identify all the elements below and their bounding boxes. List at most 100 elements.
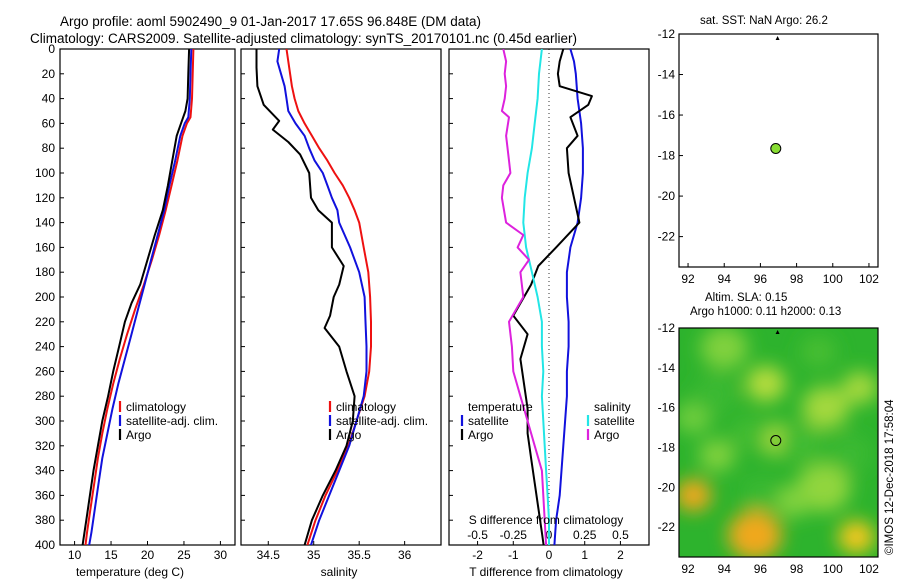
depth-tick-label: 240	[35, 340, 55, 354]
map-x-tick-label: 98	[790, 272, 804, 286]
legend-label-s-satellite: satellite	[594, 414, 635, 428]
sla-map-title-1: Altim. SLA: 0.15	[705, 292, 787, 304]
float-position-marker	[770, 142, 782, 154]
salinity-xlabel: salinity	[321, 565, 358, 579]
temperature-lines	[81, 49, 195, 545]
salinity-x-tick-label: 35	[307, 548, 321, 562]
legend-label-s-argo: Argo	[594, 428, 620, 442]
depth-tick-label: 400	[35, 538, 55, 552]
title-line-1: Argo profile: aoml 5902490_9 01-Jan-2017…	[60, 14, 481, 29]
sla-blob	[698, 439, 736, 472]
depth-tick-label: 20	[42, 67, 56, 81]
depth-tick-label: 120	[35, 191, 55, 205]
difference-x2-tick-label: 0.25	[573, 528, 597, 542]
map-x-tick-label: 98	[790, 562, 804, 576]
difference-x-tick-label: -1	[508, 548, 519, 562]
map-y-tick-label: -12	[658, 321, 676, 335]
depth-tick-label: 360	[35, 488, 55, 502]
depth-tick-label: 340	[35, 464, 55, 478]
temperature-legend: climatology satellite-adj. clim. Argo	[118, 400, 218, 442]
temperature-xlabel: temperature (deg C)	[76, 565, 184, 579]
series-line-climatology	[285, 49, 372, 545]
salinity-panel	[240, 48, 442, 546]
map-y-tick-label: -22	[658, 520, 676, 534]
map-x-tick-label: 102	[859, 562, 879, 576]
depth-tick-label: 380	[35, 513, 55, 527]
float-position-marker	[770, 435, 782, 447]
title-line-2: Climatology: CARS2009. Satellite-adjuste…	[30, 31, 577, 46]
sst-map-panel	[678, 33, 879, 268]
difference-x2-tick-label: 0.5	[612, 528, 629, 542]
map-y-tick-label: -18	[658, 440, 676, 454]
sla-blob	[841, 371, 878, 405]
difference-x2-tick-label: -0.5	[467, 528, 488, 542]
series-line-t-argo	[512, 49, 593, 545]
difference-x-tick-label: -2	[472, 548, 483, 562]
difference-lines	[500, 49, 593, 545]
depth-tick-label: 180	[35, 265, 55, 279]
difference-x2label: S difference from climatology	[469, 513, 624, 527]
difference-xlabel: T difference from climatology	[469, 565, 623, 579]
map-y-tick-label: -14	[658, 68, 676, 82]
depth-tick-label: 60	[42, 116, 56, 130]
map-y-tick-label: -16	[658, 401, 676, 415]
sla-blob	[780, 423, 824, 464]
difference-x-tick-label: 1	[581, 548, 588, 562]
legend-title-temperature: temperature	[468, 400, 533, 414]
depth-tick-label: 220	[35, 315, 55, 329]
salinity-lines	[255, 49, 372, 545]
legend-label-argo: Argo	[336, 428, 362, 442]
legend-label-climatology: climatology	[336, 400, 396, 414]
map-x-tick-label: 100	[823, 562, 843, 576]
sla-blob	[745, 365, 786, 402]
temperature-panel	[59, 48, 236, 546]
map-y-tick-label: -20	[658, 480, 676, 494]
difference-x2-tick-label: -0.25	[500, 528, 528, 542]
depth-tick-label: 80	[42, 141, 56, 155]
map-x-tick-label: 92	[681, 272, 695, 286]
salinity-x-tick-label: 34.5	[257, 548, 281, 562]
legend-label-climatology: climatology	[126, 400, 186, 414]
sla-blob	[829, 433, 873, 473]
difference-x-tick-label: 0	[546, 548, 553, 562]
series-line-satellite-adj-clim-	[276, 49, 368, 545]
salinity-legend: climatology satellite-adj. clim. Argo	[328, 400, 428, 442]
sla-blob	[838, 520, 875, 554]
map-x-tick-label: 92	[681, 562, 695, 576]
legend-label-satellite: satellite-adj. clim.	[126, 414, 218, 428]
series-line-argo	[255, 49, 356, 545]
map-x-tick-label: 94	[718, 562, 732, 576]
map-y-tick-label: -18	[658, 149, 676, 163]
map-x-tick-label: 102	[859, 272, 879, 286]
sla-blob	[679, 478, 712, 512]
sla-blob	[693, 374, 737, 414]
depth-tick-label: 100	[35, 166, 55, 180]
legend-title-salinity: salinity	[594, 400, 631, 414]
temperature-x-tick-label: 30	[214, 548, 228, 562]
depth-tick-label: 0	[48, 42, 55, 56]
sla-blob	[774, 484, 812, 518]
sla-heatmap	[679, 328, 878, 557]
temperature-x-tick-label: 20	[141, 548, 155, 562]
sla-blob	[700, 328, 748, 370]
series-line-s-argo	[500, 49, 548, 545]
temperature-x-tick-label: 10	[68, 548, 82, 562]
series-line-climatology	[84, 49, 195, 545]
map-y-tick-label: -14	[658, 361, 676, 375]
legend-label-argo: Argo	[126, 428, 152, 442]
legend-label-t-argo: Argo	[468, 428, 494, 442]
sla-map-panel	[678, 327, 879, 558]
depth-tick-label: 40	[42, 92, 56, 106]
series-line-s-satellite	[522, 49, 550, 545]
map-x-tick-label: 94	[718, 272, 732, 286]
map-y-tick-label: -12	[658, 27, 676, 41]
series-line-t-satellite	[553, 49, 584, 545]
legend-label-satellite: satellite-adj. clim.	[336, 414, 428, 428]
timestamp: ©IMOS 12-Dec-2018 17:58:04	[884, 399, 896, 555]
sla-map-title-2: Argo h1000: 0.11 h2000: 0.13	[690, 306, 841, 318]
series-line-argo	[81, 49, 191, 545]
depth-tick-label: 320	[35, 439, 55, 453]
difference-x-tick-label: 2	[617, 548, 624, 562]
depth-tick-label: 280	[35, 389, 55, 403]
